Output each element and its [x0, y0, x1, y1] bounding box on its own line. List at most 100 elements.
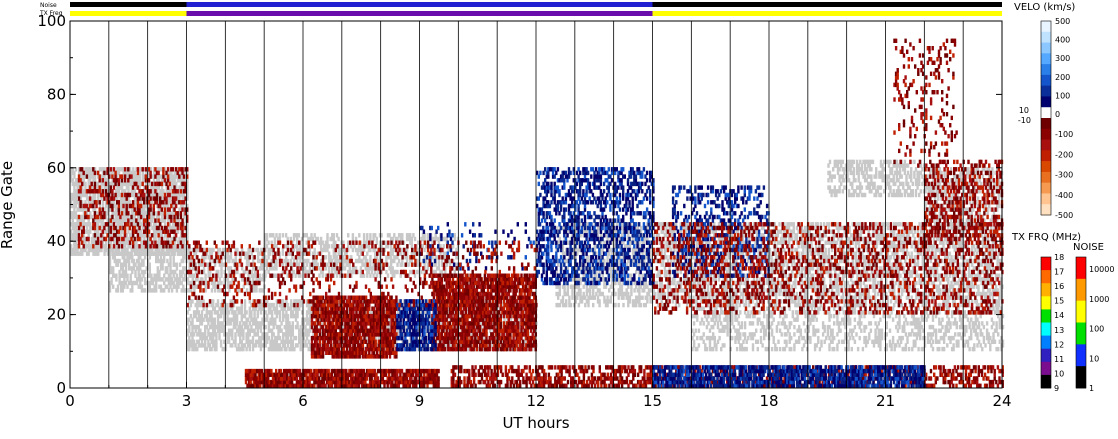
scatter-cell	[167, 225, 170, 231]
scatter-cell	[323, 244, 326, 249]
scatter-cell	[87, 203, 90, 209]
scatter-cell	[122, 192, 125, 198]
scatter-cell	[582, 273, 585, 278]
scatter-cell	[138, 200, 141, 205]
scatter-cell	[209, 273, 212, 278]
scatter-cell	[342, 240, 345, 245]
scatter-cell	[232, 299, 236, 304]
scatter-cell	[296, 343, 299, 348]
scatter-cell	[154, 170, 157, 176]
scatter-cell	[148, 262, 151, 267]
scatter-cell	[509, 317, 513, 322]
scatter-cell	[389, 236, 393, 242]
scatter-cell	[119, 203, 122, 209]
scatter-cell	[132, 181, 135, 187]
scatter-cell	[229, 255, 233, 260]
scatter-cell	[331, 236, 334, 242]
scatter-cell	[273, 258, 277, 264]
scatter-cell	[149, 240, 152, 245]
scatter-cell	[396, 255, 399, 260]
scatter-cell	[74, 225, 78, 231]
scatter-cell	[233, 277, 236, 282]
scatter-cell	[299, 244, 302, 249]
scatter-cell	[296, 299, 299, 304]
scatter-cell	[92, 233, 95, 238]
scatter-cell	[302, 233, 305, 238]
scatter-cell	[166, 284, 169, 289]
scatter-cell	[393, 273, 396, 278]
scatter-cell	[584, 295, 587, 300]
scatter-cell	[239, 339, 242, 344]
scatter-cell	[210, 313, 213, 319]
scatter-cell	[140, 244, 143, 249]
scatter-cell	[272, 339, 275, 344]
scatter-cell	[358, 233, 361, 238]
scatter-cell	[561, 247, 565, 253]
scatter-cell	[420, 236, 423, 242]
scatter-cell	[593, 284, 596, 289]
scatter-cell	[294, 273, 297, 278]
scatter-cell	[192, 313, 196, 319]
scatter-cell	[239, 332, 242, 337]
scatter-cell	[90, 240, 94, 245]
scatter-cell	[604, 280, 608, 286]
scatter-cell	[555, 291, 558, 297]
scatter-cell	[201, 277, 204, 282]
scatter-cell	[248, 346, 251, 352]
scatter-cell	[286, 339, 290, 344]
scatter-cell	[445, 236, 449, 242]
scatter-cell	[138, 192, 141, 198]
scatter-cell	[156, 167, 159, 172]
scatter-cell	[410, 236, 413, 242]
scatter-cell	[135, 236, 138, 242]
scatter-cell	[74, 196, 78, 201]
scatter-cell	[231, 328, 234, 333]
scatter-cell	[109, 247, 113, 253]
scatter-cell	[139, 280, 142, 286]
scatter-cell	[229, 299, 232, 304]
scatter-cell	[113, 192, 116, 198]
scatter-cell	[566, 266, 569, 271]
scatter-cell	[229, 306, 232, 311]
scatter-cell	[93, 229, 97, 234]
scatter-cell	[126, 273, 129, 278]
scatter-cell	[298, 306, 301, 311]
scatter-cell	[410, 240, 413, 245]
scatter-cell	[122, 189, 125, 194]
scatter-cell	[134, 269, 137, 275]
scatter-cell	[218, 332, 221, 337]
scatter-cell	[118, 273, 121, 278]
scatter-cell	[267, 310, 271, 315]
scatter-cell	[221, 324, 224, 330]
scatter-cell	[248, 306, 251, 311]
scatter-cell	[191, 266, 194, 271]
scatter-cell	[218, 247, 222, 253]
scatter-cell	[127, 255, 131, 260]
scatter-cell	[178, 189, 181, 194]
scatter-cell	[259, 346, 263, 352]
scatter-cell	[216, 302, 220, 308]
txfreq-strip	[70, 11, 1002, 16]
scatter-cell	[217, 269, 220, 275]
scatter-cell	[97, 244, 100, 249]
scatter-cell	[281, 251, 285, 256]
scatter-cell	[207, 339, 210, 344]
scatter-cell	[272, 346, 275, 352]
scatter-cell	[585, 284, 589, 289]
scatter-cell	[595, 284, 598, 289]
scatter-cell	[305, 328, 309, 333]
scatter-cell	[108, 225, 111, 231]
scatter-cell	[162, 203, 165, 209]
scatter-cell	[116, 174, 119, 179]
scatter-cell	[103, 244, 106, 249]
scatter-cell	[412, 233, 415, 238]
scatter-cell	[580, 299, 584, 304]
scatter-cell	[152, 240, 156, 245]
scatter-cell	[561, 299, 565, 304]
scatter-cell	[156, 251, 159, 256]
scatter-cell	[74, 244, 78, 249]
scatter-cell	[266, 332, 269, 337]
scatter-cell	[199, 321, 202, 326]
scatter-cell	[617, 258, 620, 264]
scatter-cell	[160, 214, 164, 220]
